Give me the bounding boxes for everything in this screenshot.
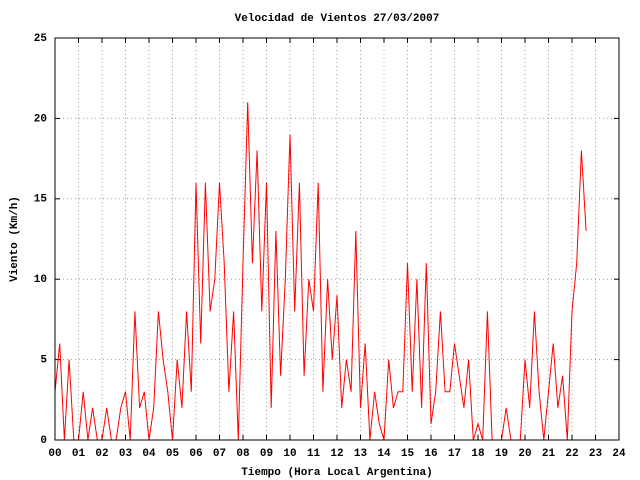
x-tick-label: 12 [330,448,343,460]
x-tick-label: 19 [495,448,508,460]
y-tick-label: 25 [34,33,48,45]
x-axis-label: Tiempo (Hora Local Argentina) [241,467,432,479]
x-tick-label: 08 [236,448,250,460]
x-tick-label: 14 [377,448,391,460]
x-tick-label: 22 [565,448,578,460]
x-tick-label: 11 [307,448,321,460]
chart-title: Velocidad de Vientos 27/03/2007 [235,13,440,25]
x-tick-label: 23 [589,448,603,460]
x-tick-label: 07 [213,448,226,460]
y-axis-label: Viento (Km/h) [9,196,21,282]
y-tick-label: 20 [34,113,47,125]
x-tick-label: 10 [283,448,296,460]
x-tick-label: 04 [142,448,156,460]
x-tick-label: 02 [95,448,108,460]
x-tick-label: 20 [518,448,531,460]
y-tick-label: 0 [40,435,47,447]
x-tick-label: 15 [401,448,415,460]
x-tick-label: 17 [448,448,461,460]
x-tick-label: 09 [260,448,273,460]
plot-frame [54,37,620,441]
x-tick-label: 05 [166,448,180,460]
x-tick-label: 16 [424,448,437,460]
x-tick-label: 03 [119,448,133,460]
x-tick-label: 06 [189,448,202,460]
x-tick-label: 01 [72,448,86,460]
x-tick-label: 21 [542,448,556,460]
y-tick-label: 10 [34,274,47,286]
y-tick-label: 5 [40,355,47,367]
x-tick-label: 24 [612,448,626,460]
y-tick-label: 15 [34,194,48,206]
x-tick-label: 00 [48,448,61,460]
x-tick-label: 18 [471,448,485,460]
x-tick-label: 13 [354,448,368,460]
